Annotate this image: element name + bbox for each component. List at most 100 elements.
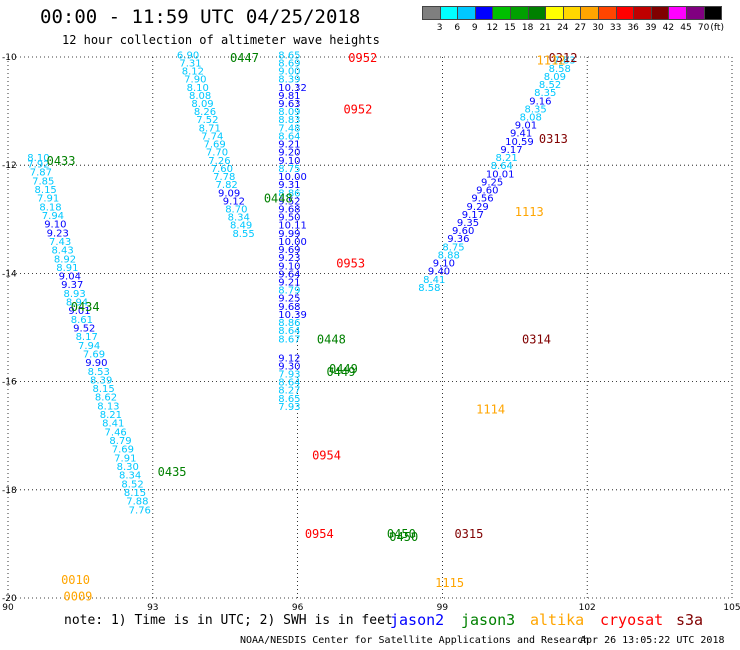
wave-height-label: 8.21 [100, 410, 122, 421]
wave-height-label: 8.94 [66, 298, 88, 309]
wave-height-label: 7.26 [208, 156, 230, 167]
wave-height-label: 7.87 [30, 168, 52, 179]
wave-height-label: 8.92 [54, 254, 76, 265]
wave-height-label: 9.52 [278, 196, 300, 207]
wave-height-label: 7.78 [213, 172, 235, 183]
legend-tick-label: 21 [539, 23, 551, 33]
units-note: note: 1) Time is in UTC; 2) SWH is in fe… [64, 613, 393, 628]
pass-time-label: 0449 [329, 362, 358, 376]
wave-height-label: 9.50 [278, 213, 300, 224]
wave-height-label: 9.09 [218, 188, 240, 199]
pass-time-label: 0447 [230, 51, 259, 65]
wave-height-label: 7.69 [83, 349, 105, 360]
wave-height-label: 8.10 [27, 153, 49, 164]
wave-height-label: 8.49 [230, 221, 252, 232]
legend-tick-label: 42 [662, 23, 675, 33]
wave-height-label: 10.00 [278, 172, 307, 183]
wave-height-label: 10.00 [278, 237, 307, 248]
legend-cryosat: cryosat [600, 611, 664, 629]
generated-timestamp: Apr 26 13:05:22 UTC 2018 [580, 635, 725, 646]
wave-height-label: 9.17 [500, 145, 522, 156]
legend-jason2: jason2 [390, 611, 445, 629]
x-tick-label: 105 [723, 603, 740, 613]
wave-height-label: 9.56 [471, 194, 493, 205]
chart-title: 00:00 - 11:59 UTC 04/25/2018 [40, 6, 361, 28]
legend-unit: (ft) [710, 23, 724, 33]
wave-height-label: 7.43 [49, 237, 71, 248]
pass-time-label: 0434 [71, 300, 100, 314]
wave-height-label: 7.69 [203, 140, 225, 151]
pass-time-label: 0312 [549, 51, 578, 65]
legend-swatch [703, 6, 723, 20]
wave-height-label: 9.37 [61, 280, 83, 291]
wave-height-label: 8.53 [88, 367, 110, 378]
wave-height-label: 8.08 [189, 91, 211, 102]
wave-height-label: 9.01 [515, 121, 537, 132]
wave-height-label: 10.01 [486, 169, 515, 180]
wave-height-label: 7.60 [211, 164, 233, 175]
wave-height-label: 8.52 [539, 80, 561, 91]
wave-height-label: 9.23 [47, 228, 69, 239]
wave-height-label: 8.15 [124, 488, 146, 499]
chart-subtitle: 12 hour collection of altimeter wave hei… [62, 33, 380, 47]
wave-height-label: 8.30 [117, 462, 139, 473]
wave-height-label: 8.17 [76, 332, 98, 343]
wave-height-label: 9.10 [44, 220, 66, 231]
wave-height-label: 8.15 [92, 384, 114, 395]
wave-height-label: 9.21 [278, 140, 300, 151]
wave-height-label: 8.26 [194, 107, 216, 118]
legend-tick-label: 3 [436, 23, 443, 33]
wave-height-label: 8.09 [191, 99, 213, 110]
wave-height-label: 9.69 [278, 245, 300, 256]
wave-height-label: 9.17 [462, 210, 484, 221]
wave-height-label: 7.70 [206, 148, 228, 159]
wave-height-label: 9.10 [433, 259, 455, 270]
wave-height-label: 9.30 [278, 361, 300, 372]
wave-height-label: 7.31 [179, 58, 201, 69]
wave-height-label: 8.91 [56, 263, 78, 274]
wave-height-label: 8.43 [51, 246, 73, 257]
wave-height-label: 9.25 [278, 294, 300, 305]
wave-height-label: 8.58 [418, 283, 440, 294]
wave-height-label: 8.35 [534, 88, 556, 99]
pass-time-label: 0435 [158, 465, 187, 479]
wave-height-label: 8.88 [438, 250, 460, 261]
wave-height-label: 9.36 [447, 234, 469, 245]
wave-height-label: 8.86 [278, 318, 300, 329]
pass-time-label: 0954 [305, 527, 334, 541]
x-tick-label: 93 [147, 603, 158, 613]
wave-height-label: 9.12 [278, 353, 300, 364]
x-tick-label: 96 [292, 603, 304, 613]
wave-height-label: 9.23 [278, 253, 300, 264]
wave-height-label: 8.61 [71, 315, 93, 326]
y-tick-label: -14 [2, 269, 17, 279]
wave-height-label: 9.16 [529, 96, 551, 107]
wave-height-label: 8.09 [278, 107, 300, 118]
wave-height-label: 8.41 [423, 275, 445, 286]
legend-tick-label: 6 [454, 23, 461, 33]
wave-height-label: 8.08 [520, 113, 542, 124]
wave-height-label: 9.68 [278, 204, 300, 215]
pass-time-label: 0448 [264, 192, 293, 206]
legend-tick-label: 24 [557, 23, 569, 33]
wave-height-label: 7.85 [32, 176, 54, 187]
wave-height-label: 7.83 [553, 56, 575, 67]
wave-height-label: 10.59 [505, 137, 534, 148]
legend-tick-label: 18 [521, 23, 534, 33]
legend-tick-label: 9 [471, 23, 478, 33]
pass-time-label: 0954 [312, 449, 341, 463]
legend-tick-label: 45 [680, 23, 692, 33]
y-tick-label: -18 [2, 486, 17, 496]
wave-height-label: 8.39 [278, 75, 300, 86]
legend-tick-label: 15 [504, 23, 516, 33]
wave-height-label: 8.15 [35, 185, 57, 196]
wave-height-label: 8.35 [524, 104, 546, 115]
legend-jason3: jason3 [461, 611, 516, 629]
wave-height-label: 9.68 [278, 302, 300, 313]
color-scale-legend: 3 6 9 12 15 18 21 24 27 30 33 36 39 42 45 70 (ft) [422, 6, 728, 36]
wave-height-label: 8.79 [109, 436, 131, 447]
wave-height-label: 8.65 [278, 50, 300, 61]
credit-line: NOAA/NESDIS Center for Satellite Applica… [240, 635, 590, 646]
wave-height-label: 8.64 [278, 131, 300, 142]
